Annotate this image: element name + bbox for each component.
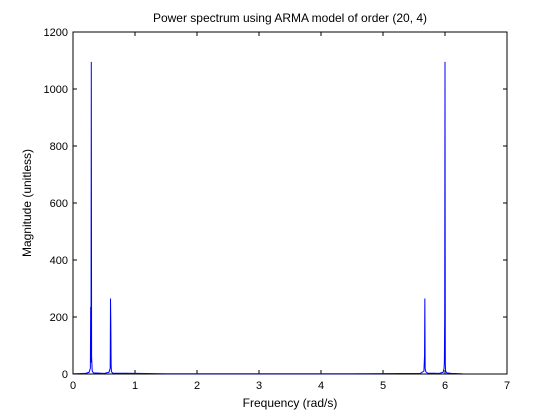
series-line — [72, 61, 463, 375]
x-tick-label: 6 — [442, 380, 448, 392]
y-tick-label: 800 — [50, 141, 68, 153]
y-axis-label: Magnitude (unitless) — [20, 149, 34, 257]
plot-area — [72, 31, 508, 375]
y-tick-label: 0 — [62, 369, 68, 381]
chart-title: Power spectrum using ARMA model of order… — [153, 11, 427, 25]
axis-ticks: 0 1 2 3 4 5 6 7 0 200 400 600 800 1000 1200 — [44, 27, 511, 392]
y-tick-label: 1000 — [44, 84, 68, 96]
x-tick-label: 0 — [70, 380, 76, 392]
x-tick-label: 2 — [194, 380, 200, 392]
x-tick-label: 5 — [380, 380, 386, 392]
y-tick-label: 1200 — [44, 27, 68, 39]
y-tick-label: 200 — [50, 312, 68, 324]
x-tick-label: 4 — [318, 380, 324, 392]
x-tick-label: 3 — [256, 380, 262, 392]
x-tick-label: 1 — [132, 380, 138, 392]
series-layer — [72, 61, 463, 375]
x-tick-label: 7 — [504, 380, 510, 392]
y-tick-label: 400 — [50, 255, 68, 267]
x-axis-label: Frequency (rad/s) — [243, 396, 338, 410]
y-tick-label: 600 — [50, 198, 68, 210]
